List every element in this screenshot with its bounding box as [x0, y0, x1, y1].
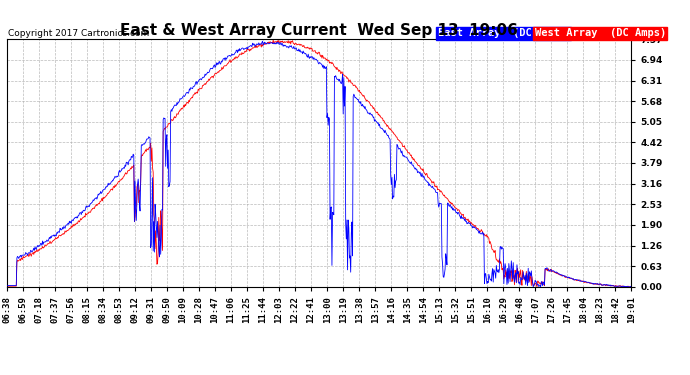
Text: West Array  (DC Amps): West Array (DC Amps): [535, 28, 666, 38]
Text: Copyright 2017 Cartronics.com: Copyright 2017 Cartronics.com: [8, 29, 149, 38]
Text: East Array  (DC Amps): East Array (DC Amps): [437, 28, 569, 38]
Title: East & West Array Current  Wed Sep 13  19:06: East & West Array Current Wed Sep 13 19:…: [120, 23, 518, 38]
